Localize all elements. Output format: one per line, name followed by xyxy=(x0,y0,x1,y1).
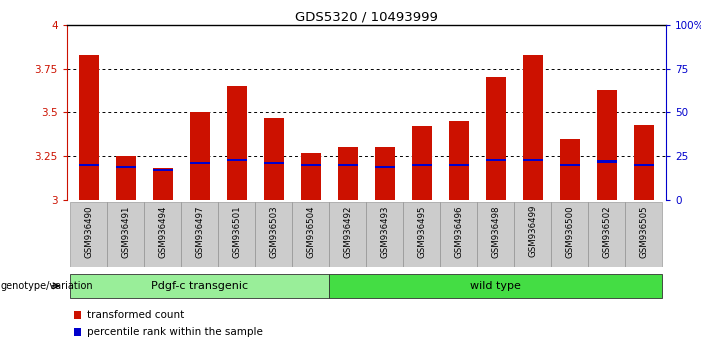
Text: percentile rank within the sample: percentile rank within the sample xyxy=(87,327,263,337)
Bar xyxy=(79,164,99,166)
Text: GSM936496: GSM936496 xyxy=(454,205,463,258)
Text: GSM936490: GSM936490 xyxy=(84,205,93,258)
Bar xyxy=(189,113,210,200)
Text: GDS5320 / 10493999: GDS5320 / 10493999 xyxy=(295,11,437,24)
Bar xyxy=(374,148,395,200)
Bar xyxy=(411,126,432,200)
Text: GSM936497: GSM936497 xyxy=(196,205,204,258)
Bar xyxy=(153,169,173,171)
Text: GSM936504: GSM936504 xyxy=(306,205,315,258)
Text: GSM936505: GSM936505 xyxy=(639,205,648,258)
Bar xyxy=(449,164,469,166)
Text: GSM936493: GSM936493 xyxy=(380,205,389,258)
Bar xyxy=(107,202,144,267)
Text: GSM936492: GSM936492 xyxy=(343,205,353,258)
Text: wild type: wild type xyxy=(470,281,522,291)
Bar xyxy=(226,86,247,200)
Text: GSM936495: GSM936495 xyxy=(417,205,426,258)
Bar xyxy=(264,118,284,200)
Bar xyxy=(486,78,506,200)
Bar xyxy=(189,162,210,164)
Bar xyxy=(551,202,588,267)
Text: GSM936502: GSM936502 xyxy=(602,205,611,258)
Bar xyxy=(338,164,358,166)
Bar xyxy=(440,202,477,267)
Text: GSM936501: GSM936501 xyxy=(232,205,241,258)
Bar xyxy=(515,202,551,267)
Text: Pdgf-c transgenic: Pdgf-c transgenic xyxy=(151,281,248,291)
Bar xyxy=(634,125,654,200)
Bar xyxy=(559,139,580,200)
Bar xyxy=(226,159,247,161)
Bar xyxy=(329,274,662,298)
Bar xyxy=(329,202,366,267)
Bar xyxy=(218,202,255,267)
Text: GSM936503: GSM936503 xyxy=(269,205,278,258)
Text: GSM936499: GSM936499 xyxy=(529,205,537,257)
Bar xyxy=(70,202,107,267)
Bar xyxy=(116,156,136,200)
Bar xyxy=(79,55,99,200)
Bar xyxy=(625,202,662,267)
Bar xyxy=(301,164,321,166)
Bar xyxy=(522,159,543,161)
Bar xyxy=(292,202,329,267)
Bar xyxy=(597,90,617,200)
Bar xyxy=(411,164,432,166)
Bar xyxy=(366,202,403,267)
Bar xyxy=(116,166,136,168)
Bar xyxy=(153,169,173,200)
Bar xyxy=(255,202,292,267)
Text: genotype/variation: genotype/variation xyxy=(1,281,93,291)
Bar xyxy=(634,164,654,166)
Bar xyxy=(182,202,218,267)
Text: GSM936500: GSM936500 xyxy=(565,205,574,258)
Bar xyxy=(486,159,506,161)
Text: GSM936498: GSM936498 xyxy=(491,205,501,258)
Bar xyxy=(144,202,182,267)
Bar xyxy=(403,202,440,267)
Bar xyxy=(70,274,329,298)
Bar xyxy=(559,164,580,166)
Text: GSM936494: GSM936494 xyxy=(158,205,168,258)
Bar xyxy=(522,55,543,200)
Bar xyxy=(301,153,321,200)
Text: transformed count: transformed count xyxy=(87,310,184,320)
Text: GSM936491: GSM936491 xyxy=(121,205,130,258)
Bar xyxy=(588,202,625,267)
Bar xyxy=(264,162,284,164)
Bar xyxy=(338,148,358,200)
Bar xyxy=(449,121,469,200)
Bar xyxy=(374,166,395,168)
Bar xyxy=(597,160,617,162)
Bar xyxy=(477,202,515,267)
